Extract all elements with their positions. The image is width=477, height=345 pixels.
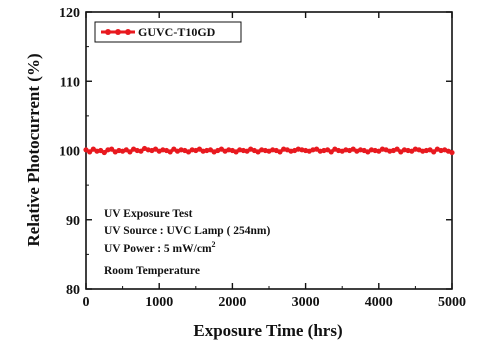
legend: GUVC-T10GD [94,21,242,43]
y-tick-label-3: 110 [60,75,80,90]
data-point-100 [449,149,455,156]
legend-label: GUVC-T10GD [138,25,216,39]
data-point-15 [138,148,144,154]
annotation-line-2: UV Source : UVC Lamp ( 254nm) [104,225,270,237]
data-point-7 [109,146,115,152]
y-tick-label-1: 90 [66,214,80,229]
x-tick-label-3: 3000 [292,295,320,310]
data-point-23 [167,149,173,155]
x-tick-label-0: 0 [83,295,90,310]
x-tick-label-4: 4000 [365,295,393,310]
y-axis-title: Relative Photocurrent (%) [24,53,43,246]
x-tick-label-2: 2000 [218,295,246,310]
data-point-67 [328,149,334,155]
series-group [83,145,455,156]
y-tick-label-2: 100 [59,145,80,160]
legend-marker-3 [125,29,131,35]
data-point-53 [277,149,283,155]
annotation-line-3-text: UV Power : 5 mW/cm [104,243,212,255]
data-point-95 [431,149,437,155]
data-point-5 [101,149,107,156]
x-axis-title: Exposure Time (hrs) [193,321,342,340]
data-point-1 [87,149,93,155]
y-tick-label-0: 80 [66,283,80,298]
annotation-line-3: UV Power : 5 mW/cm2 [104,240,216,255]
legend-box [94,21,242,43]
annotation-block: UV Exposure Test UV Source : UVC Lamp ( … [104,208,270,277]
axis-ticks: 0 1000 2000 3000 4000 5000 80 90 100 110 120 [59,6,466,310]
y-tick-label-4: 120 [59,6,80,21]
data-point-85 [394,146,400,152]
legend-marker-1 [105,29,111,35]
data-point-12 [127,149,133,155]
legend-marker-2 [115,29,121,35]
annotation-superscript: 2 [212,240,216,249]
x-tick-label-1: 1000 [145,295,173,310]
annotation-line-1: UV Exposure Test [104,208,193,220]
x-tick-label-5: 5000 [438,295,466,310]
annotation-line-4: Room Temperature [104,265,200,277]
